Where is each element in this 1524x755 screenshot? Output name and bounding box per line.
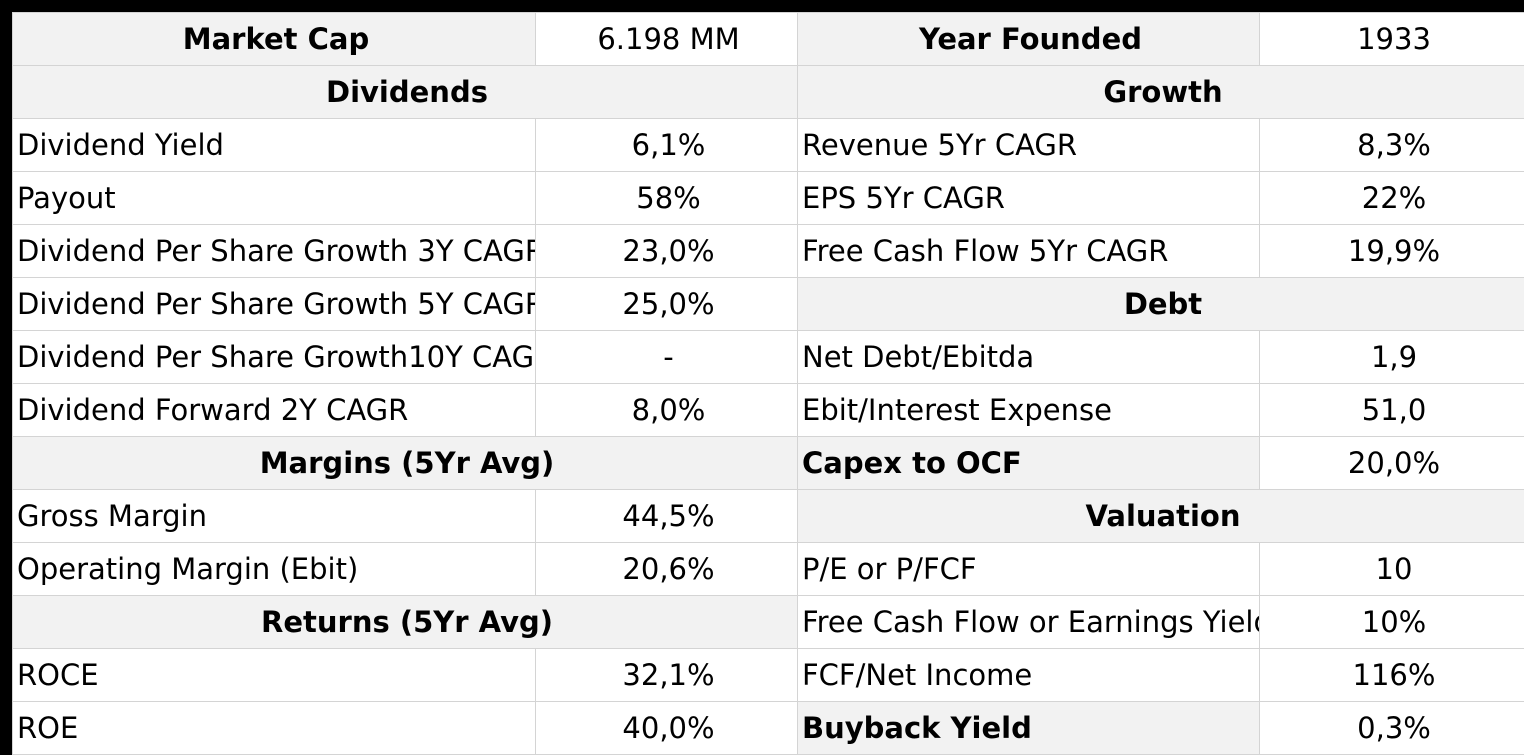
fcf-yield-value[interactable]: 10% (1260, 596, 1524, 649)
dividend-yield-value[interactable]: 6,1% (536, 119, 798, 172)
dps-growth-5y-value[interactable]: 25,0% (536, 278, 798, 331)
roe-value[interactable]: 40,0% (536, 702, 798, 755)
buyback-yield-label[interactable]: Buyback Yield (798, 702, 1260, 755)
table-row: Dividend Yield 6,1% Revenue 5Yr CAGR 8,3… (13, 119, 1524, 172)
pe-pfcf-value[interactable]: 10 (1260, 543, 1524, 596)
dps-growth-3y-value[interactable]: 23,0% (536, 225, 798, 278)
eps-cagr-value[interactable]: 22% (1260, 172, 1524, 225)
capex-ocf-value[interactable]: 20,0% (1260, 437, 1524, 490)
table-row: Dividend Per Share Growth10Y CAGR - Net … (13, 331, 1524, 384)
roe-label[interactable]: ROE (13, 702, 536, 755)
table-row: Margins (5Yr Avg) Capex to OCF 20,0% (13, 437, 1524, 490)
table-row: Market Cap 6.198 MM Year Founded 1933 (13, 13, 1524, 66)
revenue-cagr-value[interactable]: 8,3% (1260, 119, 1524, 172)
table-row: Dividend Per Share Growth 3Y CAGR 23,0% … (13, 225, 1524, 278)
fcf-net-income-value[interactable]: 116% (1260, 649, 1524, 702)
fcf-yield-label[interactable]: Free Cash Flow or Earnings Yield (798, 596, 1260, 649)
dps-growth-10y-label[interactable]: Dividend Per Share Growth10Y CAGR (13, 331, 536, 384)
roce-label[interactable]: ROCE (13, 649, 536, 702)
table-row: Payout 58% EPS 5Yr CAGR 22% (13, 172, 1524, 225)
pe-pfcf-label[interactable]: P/E or P/FCF (798, 543, 1260, 596)
capex-ocf-label[interactable]: Capex to OCF (798, 437, 1260, 490)
dividend-forward-value[interactable]: 8,0% (536, 384, 798, 437)
table-row: ROE 40,0% Buyback Yield 0,3% (13, 702, 1524, 755)
revenue-cagr-label[interactable]: Revenue 5Yr CAGR (798, 119, 1260, 172)
operating-margin-label[interactable]: Operating Margin (Ebit) (13, 543, 536, 596)
table-row: Dividend Forward 2Y CAGR 8,0% Ebit/Inter… (13, 384, 1524, 437)
dps-growth-3y-label[interactable]: Dividend Per Share Growth 3Y CAGR (13, 225, 536, 278)
operating-margin-value[interactable]: 20,6% (536, 543, 798, 596)
year-founded-label[interactable]: Year Founded (798, 13, 1260, 66)
table-row: Gross Margin 44,5% Valuation (13, 490, 1524, 543)
valuation-header[interactable]: Valuation (798, 490, 1524, 543)
fcf-cagr-value[interactable]: 19,9% (1260, 225, 1524, 278)
buyback-yield-value[interactable]: 0,3% (1260, 702, 1524, 755)
table-row: Dividend Per Share Growth 5Y CAGR 25,0% … (13, 278, 1524, 331)
dps-growth-5y-label[interactable]: Dividend Per Share Growth 5Y CAGR (13, 278, 536, 331)
payout-value[interactable]: 58% (536, 172, 798, 225)
net-debt-ebitda-label[interactable]: Net Debt/Ebitda (798, 331, 1260, 384)
ebit-interest-label[interactable]: Ebit/Interest Expense (798, 384, 1260, 437)
debt-header[interactable]: Debt (798, 278, 1524, 331)
table-row: Dividends Growth (13, 66, 1524, 119)
dividends-header[interactable]: Dividends (13, 66, 798, 119)
table-row: ROCE 32,1% FCF/Net Income 116% (13, 649, 1524, 702)
table-row: Operating Margin (Ebit) 20,6% P/E or P/F… (13, 543, 1524, 596)
growth-header[interactable]: Growth (798, 66, 1524, 119)
margins-header[interactable]: Margins (5Yr Avg) (13, 437, 798, 490)
gross-margin-label[interactable]: Gross Margin (13, 490, 536, 543)
roce-value[interactable]: 32,1% (536, 649, 798, 702)
market-cap-value[interactable]: 6.198 MM (536, 13, 798, 66)
net-debt-ebitda-value[interactable]: 1,9 (1260, 331, 1524, 384)
fcf-cagr-label[interactable]: Free Cash Flow 5Yr CAGR (798, 225, 1260, 278)
gross-margin-value[interactable]: 44,5% (536, 490, 798, 543)
dividend-yield-label[interactable]: Dividend Yield (13, 119, 536, 172)
ebit-interest-value[interactable]: 51,0 (1260, 384, 1524, 437)
payout-label[interactable]: Payout (13, 172, 536, 225)
table-row: Returns (5Yr Avg) Free Cash Flow or Earn… (13, 596, 1524, 649)
dividend-forward-label[interactable]: Dividend Forward 2Y CAGR (13, 384, 536, 437)
returns-header[interactable]: Returns (5Yr Avg) (13, 596, 798, 649)
fcf-net-income-label[interactable]: FCF/Net Income (798, 649, 1260, 702)
dps-growth-10y-value[interactable]: - (536, 331, 798, 384)
eps-cagr-label[interactable]: EPS 5Yr CAGR (798, 172, 1260, 225)
market-cap-label[interactable]: Market Cap (13, 13, 536, 66)
metrics-table: Market Cap 6.198 MM Year Founded 1933 Di… (12, 12, 1524, 755)
year-founded-value[interactable]: 1933 (1260, 13, 1524, 66)
